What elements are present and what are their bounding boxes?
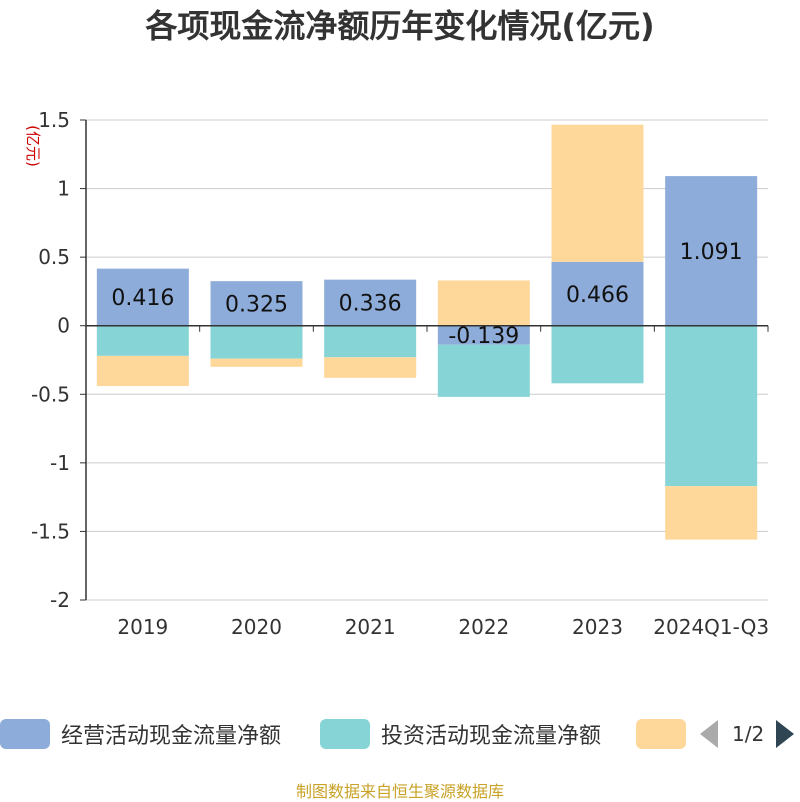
data-label-2020: 0.325 [225, 292, 288, 317]
bar-segment-2-2020 [210, 325, 303, 359]
bar-segment-2-2022 [437, 344, 530, 397]
bars [96, 124, 758, 540]
axes [80, 119, 769, 601]
legend-swatch-operating [0, 719, 50, 749]
x-tick-label: 2021 [345, 615, 396, 639]
bar-segment-2-2019 [96, 325, 189, 356]
bar-segment-3-2021 [324, 357, 417, 378]
bar-segment-1-2021 [324, 279, 417, 326]
data-source-note: 制图数据来自恒生聚源数据库 [295, 782, 504, 801]
legend-item-investing[interactable]: 投资活动现金流量净额 [320, 716, 601, 752]
legend-label-operating: 经营活动现金流量净额 [61, 724, 282, 749]
data-label-2021: 0.336 [339, 292, 402, 317]
x-tick-label: 2022 [458, 615, 509, 639]
data-label-2024Q1-Q3: 1.091 [680, 240, 743, 265]
legend-pager: 1/2 [700, 716, 795, 752]
y-tick-label: 1.5 [38, 108, 70, 132]
bar-segment-3-2020 [210, 358, 303, 367]
data-label-2022: -0.139 [448, 324, 519, 349]
x-tick-label: 2024Q1-Q3 [653, 615, 769, 639]
data-label-2019: 0.416 [111, 286, 174, 311]
bar-segment-2-2021 [324, 325, 417, 358]
bar-segment-1-2020 [210, 281, 303, 326]
y-tick-label: 1 [57, 177, 70, 201]
legend: 经营活动现金流量净额 投资活动现金流量净额 1/2 [0, 716, 800, 752]
bar-segment-1-2024Q1-Q3 [665, 176, 758, 326]
legend-label-investing: 投资活动现金流量净额 [381, 724, 602, 749]
y-tick-label: -1.5 [31, 519, 70, 543]
labels: 1.5 1 0.5 0 -0.5 -1 -1.5 -2 (亿元) 2019 2020 2021 2022… [24, 108, 769, 639]
y-tick-label: 0.5 [38, 245, 70, 269]
bar-segment-2-2023 [551, 325, 644, 384]
previous-page-icon[interactable] [700, 720, 718, 748]
bar-segment-3-2019 [96, 355, 189, 387]
next-page-icon[interactable] [776, 720, 795, 748]
y-tick-label: -2 [50, 588, 70, 612]
legend-page-indicator: 1/2 [732, 722, 765, 746]
legend-swatch-financing [636, 719, 686, 749]
y-tick-label: -0.5 [31, 382, 70, 406]
bar-segment-3-2022 [437, 280, 530, 326]
x-tick-label: 2020 [231, 615, 282, 639]
bar-segment-3-2024Q1-Q3 [665, 486, 758, 540]
legend-swatch-investing [320, 719, 370, 749]
data-label-2023: 0.466 [566, 283, 629, 308]
bar-segment-2-2024Q1-Q3 [665, 325, 758, 487]
y-tick-label: 0 [57, 314, 70, 338]
bar-segment-3-2023 [551, 124, 644, 262]
cash-flow-chart: 1.5 1 0.5 0 -0.5 -1 -1.5 -2 (亿元) 2019 2020 2021 2022… [24, 108, 769, 639]
legend-item-operating[interactable]: 经营活动现金流量净额 [0, 716, 281, 752]
bar-segment-1-2019 [96, 268, 189, 326]
y-tick-label: -1 [50, 451, 70, 475]
legend-item-financing[interactable] [636, 716, 686, 752]
y-axis-unit-label: (亿元) [24, 125, 42, 167]
x-tick-label: 2023 [572, 615, 623, 639]
bar-segment-1-2022 [437, 325, 530, 345]
bar-segment-1-2023 [551, 261, 644, 326]
x-tick-label: 2019 [117, 615, 168, 639]
chart-title: 各项现金流净额历年变化情况(亿元) [145, 7, 655, 45]
